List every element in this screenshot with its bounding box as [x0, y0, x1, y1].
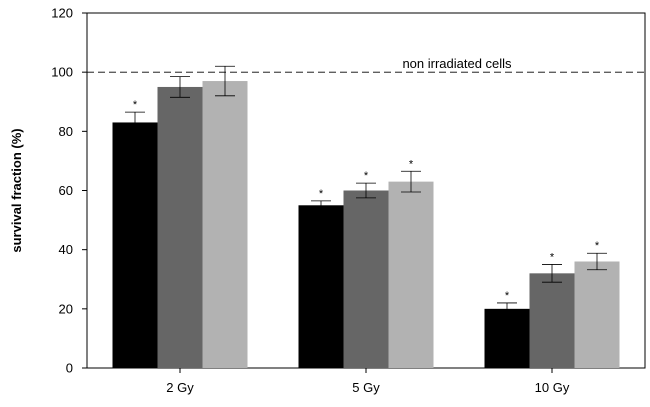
- significance-star: *: [133, 99, 138, 111]
- bar: [202, 81, 248, 369]
- x-axis: 2 Gy 5 Gy 10 Gy: [166, 368, 570, 395]
- y-tick-label: 60: [59, 183, 73, 198]
- bar: [343, 190, 389, 368]
- significance-star: *: [550, 251, 555, 263]
- bar: [484, 308, 530, 368]
- x-tick-label: 10 Gy: [535, 380, 570, 395]
- bar: [298, 205, 344, 368]
- y-axis-title: survival fraction (%): [9, 128, 24, 252]
- significance-star: *: [409, 158, 414, 170]
- reference-line-group: non irradiated cells: [87, 56, 645, 73]
- bar: [157, 86, 203, 368]
- bar: [574, 261, 620, 368]
- y-axis: 0 20 40 60 80 100 120: [51, 6, 87, 376]
- bar: [388, 181, 434, 368]
- x-tick-label: 5 Gy: [352, 380, 380, 395]
- significance-star: *: [595, 240, 600, 252]
- y-tick-label: 80: [59, 124, 73, 139]
- y-tick-label: 0: [66, 361, 73, 376]
- significance-star: *: [505, 290, 510, 302]
- bars-group: * * * * * * *: [112, 65, 620, 369]
- reference-line-label: non irradiated cells: [402, 56, 512, 71]
- y-tick-label: 20: [59, 301, 73, 316]
- x-tick-label: 2 Gy: [166, 380, 194, 395]
- bar: [529, 273, 575, 368]
- significance-star: *: [319, 188, 324, 200]
- y-tick-label: 100: [51, 65, 73, 80]
- y-tick-label: 120: [51, 6, 73, 21]
- y-tick-label: 40: [59, 242, 73, 257]
- significance-star: *: [364, 170, 369, 182]
- bar: [112, 122, 158, 368]
